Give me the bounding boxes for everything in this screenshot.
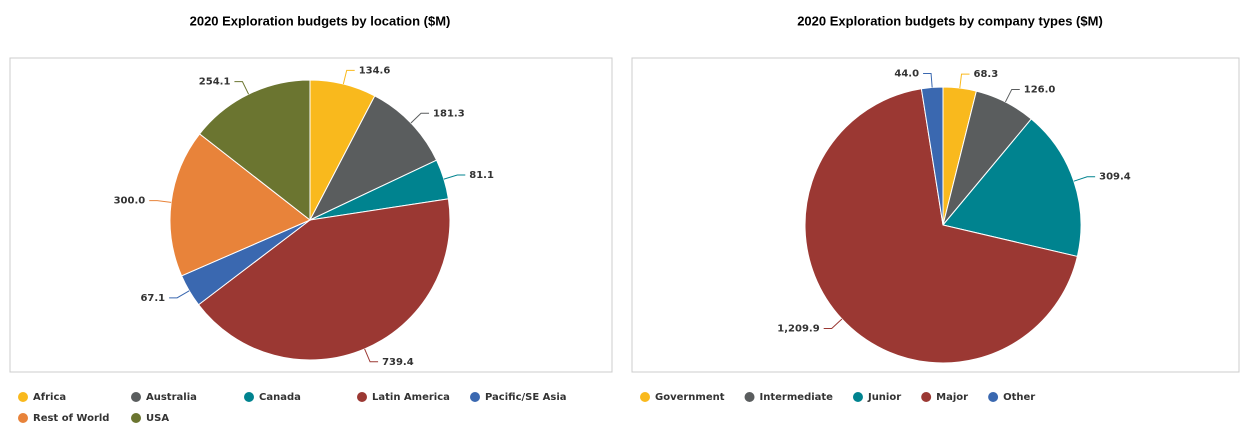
- leader-line: [1004, 88, 1020, 103]
- pie-slice: [942, 118, 1082, 258]
- legend-swatch: [131, 413, 141, 423]
- pie-slice: [197, 198, 451, 361]
- data-label: 254.1: [199, 77, 231, 88]
- legend-swatch: [852, 392, 863, 402]
- legend-swatch: [18, 413, 28, 423]
- legend-label: Government: [655, 392, 725, 403]
- leader-line: [923, 72, 933, 88]
- pie-slice: [804, 88, 1078, 364]
- data-label: 309.4: [1099, 172, 1131, 183]
- legend-label: Major: [936, 392, 968, 403]
- legend-swatch: [744, 392, 755, 402]
- legend-label: Junior: [867, 392, 901, 403]
- chart-title: 2020 Exploration budgets by company type…: [797, 13, 1103, 28]
- legend-swatch: [921, 392, 932, 402]
- data-label: 181.3: [433, 108, 465, 119]
- chart-title: 2020 Exploration budgets by location ($M…: [190, 13, 451, 28]
- data-label: 67.1: [140, 293, 165, 304]
- legend-swatch: [640, 392, 650, 402]
- legend-label: Australia: [146, 392, 197, 403]
- legend-swatch: [18, 392, 28, 402]
- data-label: 739.4: [382, 357, 414, 368]
- leader-line: [364, 348, 379, 363]
- legend-swatch: [131, 392, 141, 402]
- data-label: 1,209.9: [777, 324, 819, 335]
- legend-swatch: [470, 392, 480, 402]
- data-label: 44.0: [894, 68, 919, 79]
- data-label: 68.3: [974, 69, 999, 80]
- pie-slice: [198, 79, 311, 222]
- leader-line: [342, 69, 355, 85]
- legend-label: Africa: [33, 392, 66, 403]
- leader-line: [410, 112, 430, 124]
- data-label: 300.0: [114, 196, 146, 207]
- leader-line: [169, 290, 190, 299]
- legend-label: Intermediate: [760, 392, 834, 403]
- leader-line: [234, 81, 250, 95]
- legend-swatch: [244, 392, 254, 402]
- legend-label: Latin America: [372, 392, 450, 403]
- legend-label: USA: [146, 413, 169, 424]
- legend-swatch: [357, 392, 367, 402]
- leader-line: [149, 200, 172, 203]
- leader-line: [443, 174, 466, 180]
- legend-label: Pacific/SE Asia: [485, 392, 567, 403]
- leader-line: [959, 73, 970, 89]
- legend-label: Canada: [259, 392, 301, 403]
- leader-line: [823, 318, 843, 330]
- data-label: 126.0: [1024, 84, 1056, 95]
- data-label: 81.1: [469, 170, 494, 181]
- legend-label: Other: [1003, 392, 1035, 403]
- legend-label: Rest of World: [33, 413, 109, 424]
- data-label: 134.6: [359, 65, 391, 76]
- legend-swatch: [988, 392, 999, 402]
- leader-line: [1073, 176, 1096, 182]
